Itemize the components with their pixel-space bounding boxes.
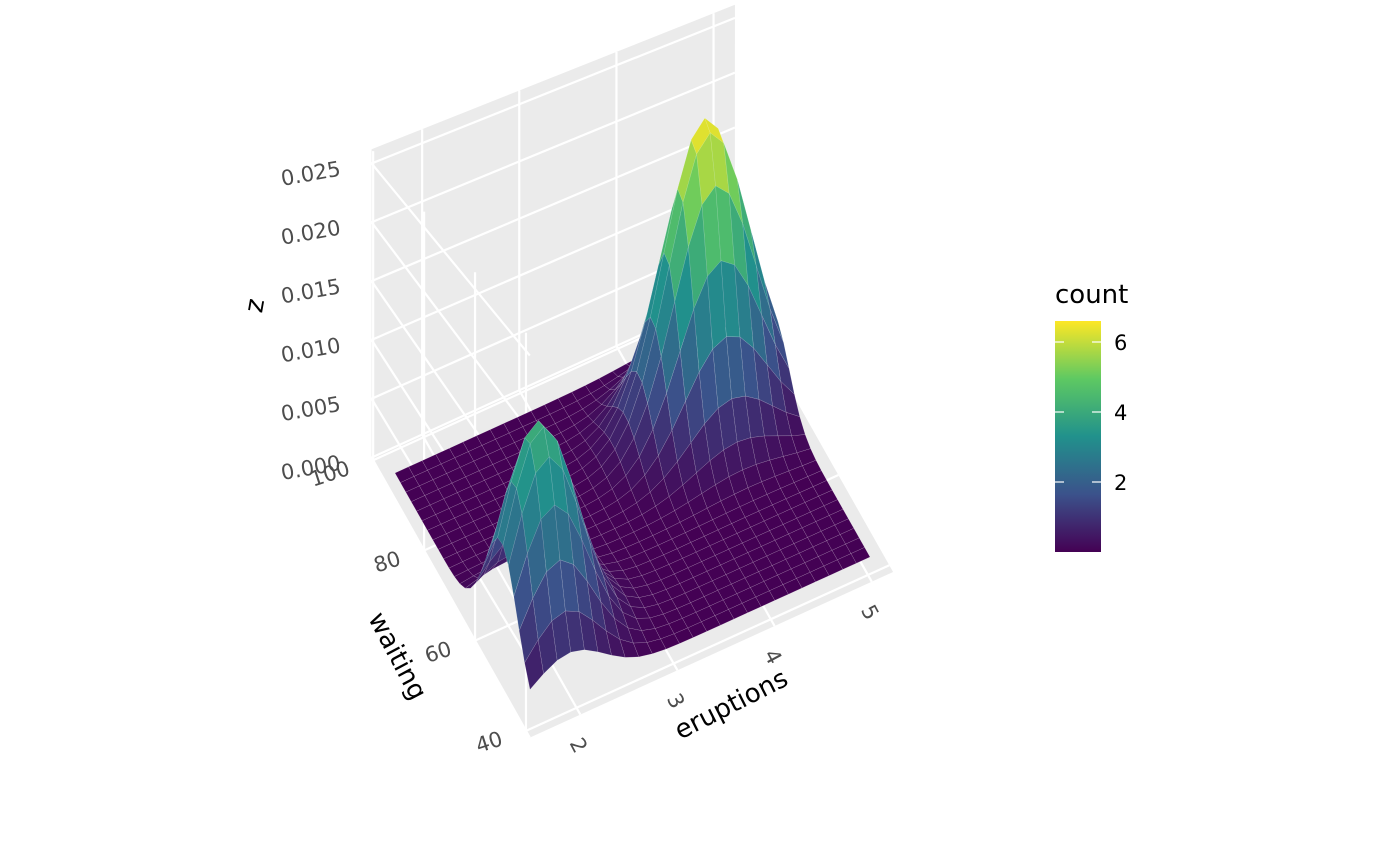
- gridline-z: [370, 221, 531, 433]
- z-tick-label: 0.010: [279, 333, 342, 367]
- gridline-z: [370, 457, 531, 739]
- surface-mesh: [394, 117, 871, 691]
- y-tick-label: 80: [371, 546, 404, 577]
- gridline-z: [371, 71, 736, 224]
- legend-ticks: 2 4 6: [1055, 331, 1127, 495]
- z-tick-label: 0.020: [279, 216, 342, 250]
- x-tick-label: 5: [856, 601, 883, 624]
- legend-title: count: [1055, 280, 1128, 310]
- surface-facet: [780, 380, 801, 418]
- z-tick-label: 0.015: [279, 274, 342, 308]
- x-tick-label: 3: [662, 689, 689, 712]
- surface-facet: [812, 480, 833, 497]
- x-axis-title: eruptions: [670, 664, 793, 747]
- legend: count 2 4 6: [1055, 280, 1128, 552]
- x-tick-label: 2: [565, 734, 592, 757]
- surface-facet: [834, 518, 855, 535]
- gridline-y: [525, 564, 890, 732]
- y-axis-title: waiting: [362, 607, 433, 705]
- z-axis-title: z: [239, 296, 271, 315]
- surface-facet: [775, 344, 795, 395]
- z-tick-label: 0.005: [279, 392, 342, 426]
- gridline-z: [371, 16, 736, 165]
- y-tick-label: 60: [422, 637, 455, 668]
- legend-tick-label: 2: [1114, 471, 1127, 495]
- gridline-z: [370, 162, 531, 357]
- z-tick-label: 0.025: [279, 157, 342, 191]
- colorbar: [1055, 321, 1101, 552]
- surface-facet: [829, 508, 849, 526]
- legend-tick-label: 6: [1114, 331, 1127, 355]
- y-tick-label: 40: [473, 727, 506, 758]
- surface-facet: [850, 547, 871, 564]
- gridline-z: [371, 126, 736, 283]
- legend-tick-label: 4: [1114, 401, 1127, 425]
- x-tick-label: 4: [759, 645, 786, 668]
- surface-facet: [818, 489, 838, 507]
